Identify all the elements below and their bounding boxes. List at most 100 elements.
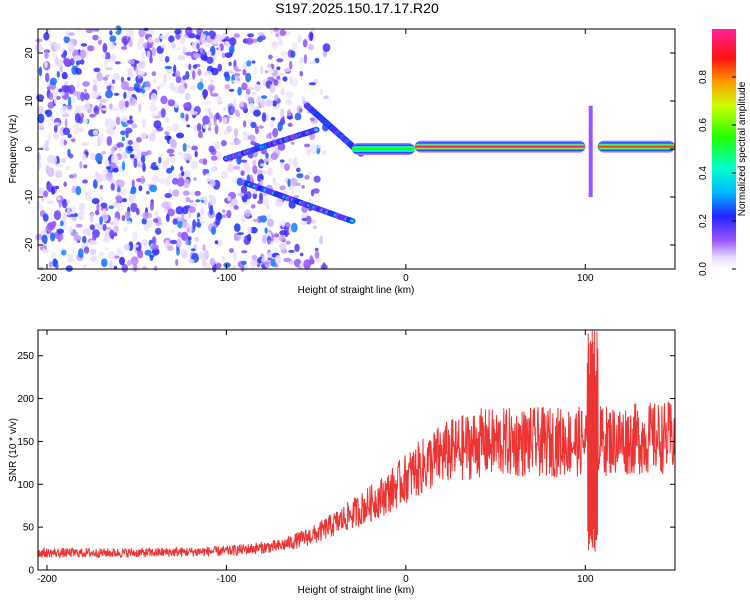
noise-blob [291,42,298,52]
spectrogram-xlabel: Height of straight line (km) [298,285,415,296]
noise-blob [161,201,170,209]
noise-blob [290,141,295,145]
noise-blob [167,175,173,180]
noise-blob [212,38,220,45]
noise-blob [167,245,174,251]
noise-blob [117,180,125,188]
noise-blob [121,187,127,196]
noise-blob [221,255,225,262]
noise-blob [79,127,85,132]
noise-blob [75,68,82,75]
noise-blob [148,132,156,142]
noise-blob [105,89,113,99]
noise-blob [252,192,257,200]
noise-blob [50,232,56,242]
noise-blob [177,151,183,155]
noise-blob [116,142,125,149]
noise-blob [104,74,111,78]
noise-blob [172,177,179,185]
noise-blob [262,261,270,265]
noise-blob [105,172,113,181]
noise-blob [184,92,191,101]
noise-blob [35,38,43,43]
noise-blob [106,227,111,230]
noise-blob [184,63,188,69]
noise-blob [62,212,67,222]
noise-blob [301,185,305,189]
noise-blob [204,70,213,76]
noise-blob [126,86,135,92]
noise-blob [104,52,111,61]
noise-blob [272,41,277,47]
noise-blob [143,86,151,91]
noise-blob [44,140,49,149]
noise-blob [121,160,126,171]
y-tick-label: 20 [24,47,35,59]
noise-blob [45,164,50,174]
noise-blob [131,179,135,189]
noise-blob [84,191,88,197]
noise-blob [201,257,207,267]
noise-blob [98,91,102,96]
noise-blob [42,190,49,198]
noise-blob [56,95,61,100]
noise-blob [73,55,81,61]
noise-blob [268,66,273,75]
noise-blob [288,249,295,253]
noise-blob [89,239,97,246]
noise-blob [90,213,94,223]
noise-blob [215,262,222,269]
noise-blob [209,257,216,266]
noise-blob [216,95,222,104]
noise-blob [291,222,298,233]
noise-blob [252,190,258,195]
noise-blob [121,198,127,203]
noise-blob [293,194,300,199]
noise-blob [252,218,258,223]
noise-blob [294,243,300,252]
noise-blob [151,175,160,183]
x-tick-label: 100 [577,273,594,284]
noise-blob [226,210,232,219]
noise-blob [293,157,298,168]
noise-blob [285,100,293,106]
noise-blob [236,112,241,117]
noise-blob [110,86,114,91]
noise-blob [73,129,79,135]
noise-blob [63,57,71,66]
noise-blob [129,115,133,121]
noise-blob [261,95,268,99]
noise-blob [102,76,109,81]
noise-blob [200,206,205,215]
noise-blob [307,43,314,51]
noise-blob [272,127,279,138]
noise-blob [287,109,292,118]
noise-blob [175,259,179,266]
noise-blob [202,168,207,176]
noise-blob [96,202,100,213]
noise-blob [287,122,293,127]
noise-blob [290,50,296,58]
noise-blob [104,58,112,63]
noise-blob [182,45,188,53]
noise-blob [308,171,312,176]
noise-blob [291,185,295,195]
noise-blob [150,102,156,109]
noise-blob [130,202,138,213]
noise-blob [142,211,150,220]
noise-blob [79,161,83,169]
noise-blob [292,78,299,88]
noise-blob [136,136,142,143]
noise-blob [58,88,63,93]
noise-blob [179,35,186,45]
noise-blob [167,208,175,217]
noise-blob [269,27,273,35]
noise-blob [285,91,294,98]
noise-blob [124,210,131,220]
noise-blob [250,121,257,129]
noise-blob [145,219,153,229]
noise-blob [114,61,121,65]
noise-blob [50,252,57,259]
